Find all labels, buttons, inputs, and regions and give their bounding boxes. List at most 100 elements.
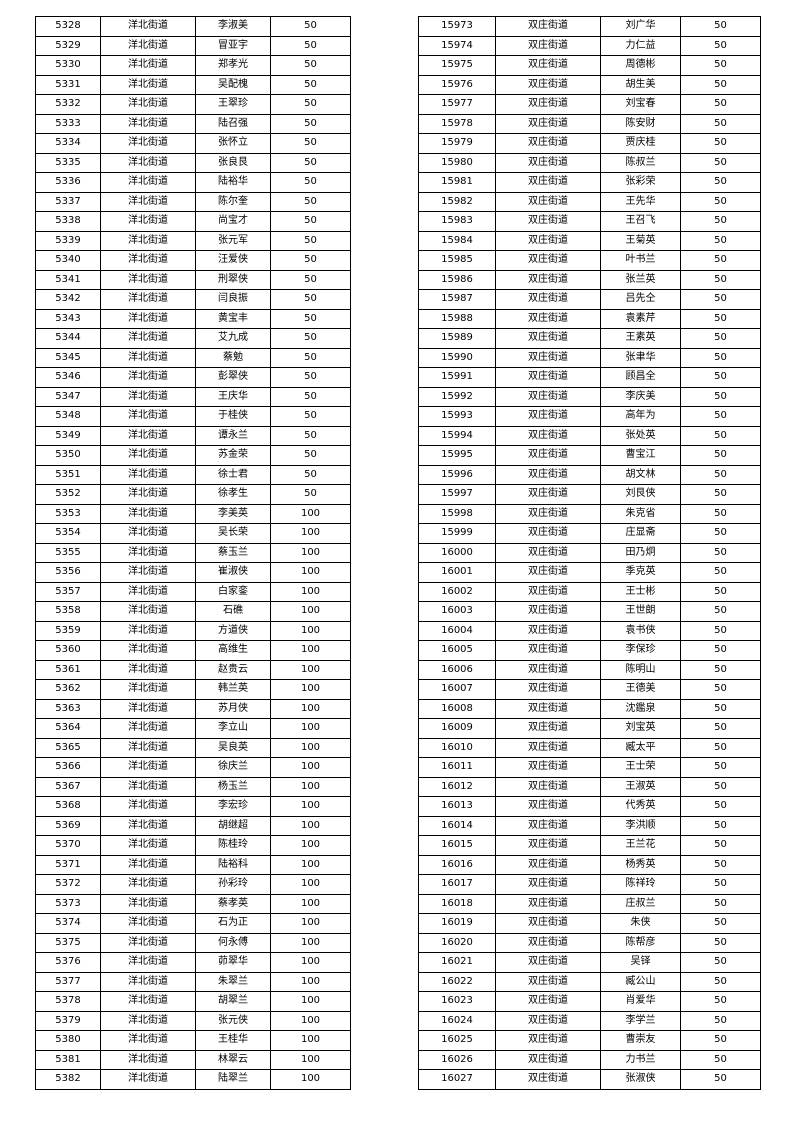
name-cell: 杨秀英 [600,854,681,875]
amount-cell: 50 [270,386,351,407]
table-row: 15988 双庄街道 袁素芹 50 [418,308,761,329]
id-cell: 16022 [418,971,496,992]
id-cell: 16000 [418,542,496,563]
id-cell: 16027 [418,1069,496,1090]
name-cell: 方道侠 [195,620,271,641]
amount-cell: 50 [680,464,761,485]
id-cell: 15974 [418,35,496,56]
name-cell: 袁素芹 [600,308,681,329]
name-cell: 刘宝春 [600,94,681,115]
id-cell: 5380 [35,1030,101,1051]
name-cell: 苏月侠 [195,698,271,719]
amount-cell: 50 [680,191,761,212]
name-cell: 李保珍 [600,640,681,661]
amount-cell: 50 [270,328,351,349]
street-cell: 洋北街道 [100,269,196,290]
id-cell: 16004 [418,620,496,641]
id-cell: 16005 [418,640,496,661]
name-cell: 蔡勉 [195,347,271,368]
amount-cell: 100 [270,718,351,739]
id-cell: 16010 [418,737,496,758]
table-row: 5377 洋北街道 朱翠兰 100 [35,971,351,992]
id-cell: 15976 [418,74,496,95]
street-cell: 双庄街道 [495,1069,601,1090]
street-cell: 双庄街道 [495,503,601,524]
id-cell: 15992 [418,386,496,407]
amount-cell: 100 [270,796,351,817]
id-cell: 5375 [35,932,101,953]
table-row: 16021 双庄街道 吴铎 50 [418,952,761,973]
table-row: 5367 洋北街道 杨玉兰 100 [35,776,351,797]
street-cell: 洋北街道 [100,308,196,329]
id-cell: 5344 [35,328,101,349]
name-cell: 李美英 [195,503,271,524]
name-cell: 石为正 [195,913,271,934]
street-cell: 洋北街道 [100,328,196,349]
table-row: 15976 双庄街道 胡生美 50 [418,74,761,95]
id-cell: 5371 [35,854,101,875]
table-row: 16010 双庄街道 臧太平 50 [418,737,761,758]
id-cell: 15988 [418,308,496,329]
table-row: 5352 洋北街道 徐孝生 50 [35,484,351,505]
amount-cell: 50 [680,562,761,583]
id-cell: 15986 [418,269,496,290]
name-cell: 张聿华 [600,347,681,368]
street-cell: 洋北街道 [100,815,196,836]
id-cell: 15983 [418,211,496,232]
id-cell: 5379 [35,1010,101,1031]
name-cell: 蔡孝英 [195,893,271,914]
name-cell: 苏金荣 [195,445,271,466]
id-cell: 16008 [418,698,496,719]
id-cell: 5349 [35,425,101,446]
amount-cell: 50 [270,94,351,115]
street-cell: 洋北街道 [100,191,196,212]
amount-cell: 50 [680,659,761,680]
id-cell: 5360 [35,640,101,661]
table-row: 15974 双庄街道 力仁益 50 [418,35,761,56]
table-row: 5342 洋北街道 闫良振 50 [35,289,351,310]
amount-cell: 50 [680,503,761,524]
id-cell: 15998 [418,503,496,524]
amount-cell: 50 [680,640,761,661]
id-cell: 16015 [418,835,496,856]
table-row: 15990 双庄街道 张聿华 50 [418,347,761,368]
name-cell: 庄显斋 [600,523,681,544]
id-cell: 16018 [418,893,496,914]
name-cell: 陆裕科 [195,854,271,875]
amount-cell: 50 [680,679,761,700]
name-cell: 李宏珍 [195,796,271,817]
table-row: 16011 双庄街道 王士荣 50 [418,757,761,778]
name-cell: 陈桂玲 [195,835,271,856]
name-cell: 刘艮侠 [600,484,681,505]
name-cell: 顾昌全 [600,367,681,388]
name-cell: 张处英 [600,425,681,446]
name-cell: 张淑侠 [600,1069,681,1090]
amount-cell: 50 [680,1030,761,1051]
street-cell: 洋北街道 [100,854,196,875]
table-row: 5378 洋北街道 胡翠兰 100 [35,991,351,1012]
street-cell: 洋北街道 [100,367,196,388]
name-cell: 白家銮 [195,581,271,602]
id-cell: 5359 [35,620,101,641]
table-row: 5381 洋北街道 林翠云 100 [35,1049,351,1070]
name-cell: 胡生美 [600,74,681,95]
name-cell: 吴良英 [195,737,271,758]
id-cell: 5357 [35,581,101,602]
id-cell: 15991 [418,367,496,388]
name-cell: 蔡玉兰 [195,542,271,563]
amount-cell: 50 [680,523,761,544]
street-cell: 洋北街道 [100,971,196,992]
id-cell: 5348 [35,406,101,427]
street-cell: 洋北街道 [100,640,196,661]
name-cell: 王翠珍 [195,94,271,115]
id-cell: 16006 [418,659,496,680]
name-cell: 杨玉兰 [195,776,271,797]
name-cell: 刘宝英 [600,718,681,739]
table-row: 5361 洋北街道 赵贵云 100 [35,659,351,680]
street-cell: 双庄街道 [495,328,601,349]
id-cell: 16011 [418,757,496,778]
id-cell: 5377 [35,971,101,992]
amount-cell: 50 [680,269,761,290]
table-row: 5341 洋北街道 刑翠侠 50 [35,269,351,290]
street-cell: 双庄街道 [495,815,601,836]
